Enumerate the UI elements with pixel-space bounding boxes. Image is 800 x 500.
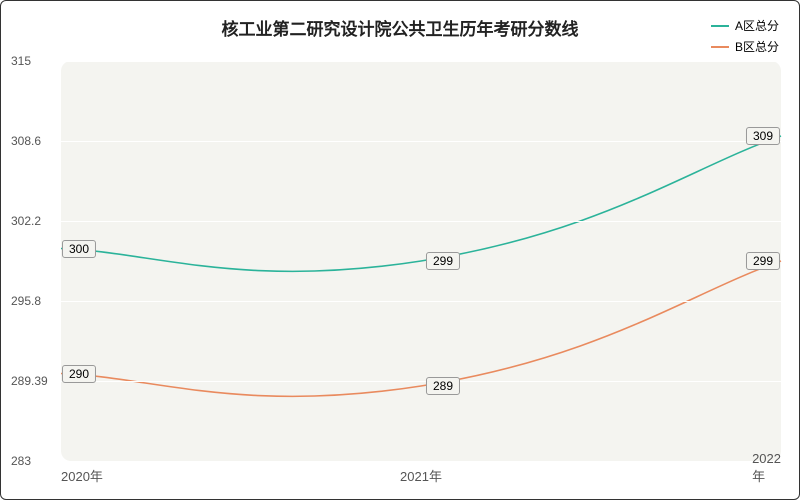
y-axis-label: 308.6: [11, 134, 41, 148]
y-axis-label: 315: [11, 54, 31, 68]
x-axis-label: 2020年: [61, 466, 103, 485]
x-axis-label: 2022年: [752, 451, 781, 485]
gridline: [61, 301, 781, 302]
legend-item: A区总分: [711, 17, 779, 34]
line-svg: [61, 61, 781, 461]
y-axis-label: 295.8: [11, 294, 41, 308]
series-line: [61, 261, 781, 396]
gridline: [61, 221, 781, 222]
legend: A区总分 B区总分: [711, 17, 779, 59]
data-label: 299: [746, 252, 780, 270]
legend-swatch: [711, 25, 729, 27]
legend-item: B区总分: [711, 38, 779, 55]
data-label: 289: [426, 377, 460, 395]
gridline: [61, 141, 781, 142]
data-label: 309: [746, 127, 780, 145]
gridline: [61, 461, 781, 462]
legend-swatch: [711, 46, 729, 48]
y-axis-label: 283: [11, 454, 31, 468]
data-label: 299: [426, 252, 460, 270]
gridline: [61, 381, 781, 382]
gridline: [61, 61, 781, 62]
data-label: 290: [62, 365, 96, 383]
data-label: 300: [62, 240, 96, 258]
chart-title: 核工业第二研究设计院公共卫生历年考研分数线: [1, 15, 799, 40]
y-axis-label: 289.39: [11, 374, 48, 388]
x-axis-label: 2021年: [400, 466, 442, 485]
legend-label: A区总分: [735, 17, 779, 34]
y-axis-label: 302.2: [11, 214, 41, 228]
chart-container: 核工业第二研究设计院公共卫生历年考研分数线 A区总分 B区总分 300 299 309…: [0, 0, 800, 500]
legend-label: B区总分: [735, 38, 779, 55]
plot-area: 300 299 309 290 289 299: [61, 61, 781, 461]
series-line: [61, 136, 781, 271]
